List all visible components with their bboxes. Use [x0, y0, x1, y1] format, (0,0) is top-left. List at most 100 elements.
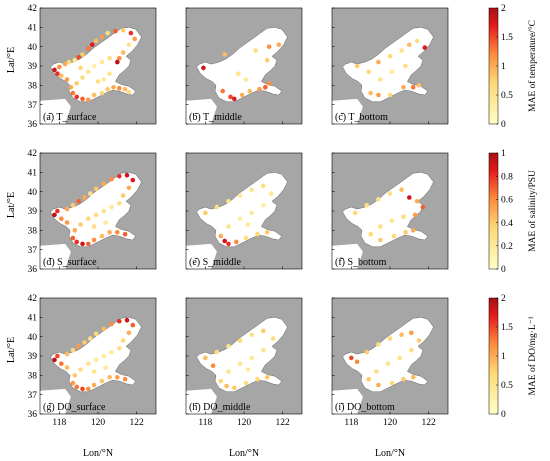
lat-tick-label: 36: [28, 265, 38, 275]
station-point: [109, 321, 114, 327]
lat-tick-label: 41: [28, 169, 38, 179]
station-point: [401, 376, 406, 382]
station-point: [72, 228, 78, 233]
station-point: [266, 44, 272, 49]
station-point: [264, 230, 270, 235]
colorbar-tick-label: 0: [501, 410, 506, 420]
station-point: [59, 73, 64, 78]
lat-tick-label: 36: [28, 410, 38, 420]
station-point: [276, 42, 282, 47]
station-point: [399, 187, 404, 192]
station-point: [86, 361, 91, 367]
station-point: [376, 382, 381, 388]
station-point: [109, 176, 114, 182]
station-point: [82, 340, 87, 345]
station-point: [403, 63, 408, 69]
colorbar-label: MAE of salinity/PSU: [527, 170, 538, 252]
station-point: [266, 81, 272, 86]
sea-area-south: [40, 98, 71, 124]
ylabel-row-2: Lat/°E: [6, 192, 17, 218]
station-point: [261, 183, 266, 189]
station-point: [366, 69, 372, 75]
station-point: [226, 199, 231, 204]
station-point: [422, 45, 428, 50]
station-point: [264, 57, 270, 63]
station-point: [247, 88, 253, 94]
station-point: [52, 212, 57, 218]
station-point: [88, 336, 93, 341]
station-point: [70, 380, 76, 386]
station-point: [245, 222, 251, 227]
station-point: [91, 224, 97, 229]
colorbar-tick-label: 2: [501, 4, 506, 14]
station-point: [366, 376, 372, 382]
station-point: [407, 42, 412, 47]
station-point: [107, 71, 112, 76]
station-point: [126, 185, 132, 191]
station-point: [70, 235, 76, 241]
station-point: [389, 218, 395, 223]
station-point: [124, 172, 130, 178]
station-point: [122, 376, 128, 382]
station-point: [64, 206, 70, 212]
station-point: [107, 230, 112, 235]
sea-area: [50, 27, 142, 103]
station-point: [64, 77, 70, 82]
station-point: [224, 383, 229, 389]
sea-area: [342, 172, 434, 248]
map-panel: (d) S_surface 42 41 40 39 38 37 36: [28, 149, 157, 275]
panel-label: (c) T_bottom: [335, 112, 388, 123]
station-point: [226, 224, 231, 229]
station-point: [264, 375, 270, 380]
station-point: [91, 63, 97, 69]
station-point: [410, 375, 416, 380]
lon-tick-label: 118: [198, 418, 212, 428]
station-point: [113, 28, 118, 34]
station-point: [226, 369, 231, 374]
panel-label: (i) DO_bottom: [335, 402, 395, 413]
colorbar: 0 0.5 1 1.5 2 MAE of temperature/°C: [488, 4, 538, 130]
station-point: [376, 59, 381, 65]
station-point: [52, 67, 57, 73]
station-point: [354, 359, 360, 365]
station-point: [261, 347, 266, 353]
station-point: [101, 353, 107, 359]
colorbar-tick-label: 1.5: [501, 33, 513, 43]
station-point: [243, 235, 249, 241]
station-point: [214, 204, 220, 210]
station-point: [107, 375, 112, 380]
station-point: [218, 378, 224, 384]
station-point: [55, 71, 60, 76]
colorbar-tick-label: 1: [501, 149, 506, 159]
station-point: [126, 330, 132, 336]
station-point: [401, 214, 406, 220]
station-point: [117, 56, 122, 61]
station-point: [122, 231, 128, 237]
lat-tick-label: 38: [28, 227, 38, 237]
lat-tick-label: 40: [28, 188, 38, 198]
panel-label: (b) T_middle: [189, 112, 242, 123]
colorbar-label: MAE of DO/mg·L⁻¹: [527, 316, 538, 395]
station-point: [76, 199, 81, 204]
station-point: [257, 86, 262, 92]
station-point: [201, 65, 206, 71]
lat-tick-label: 37: [28, 391, 38, 401]
colorbar-tick-label: 0.5: [501, 381, 513, 391]
station-point: [376, 197, 381, 202]
station-point: [101, 208, 107, 214]
sea-area-south: [332, 243, 363, 269]
station-point: [399, 48, 404, 53]
sea-area-south: [40, 243, 71, 269]
station-point: [76, 344, 81, 349]
lat-tick-label: 40: [28, 43, 38, 53]
station-point: [70, 347, 76, 353]
colorbar-tick-label: 0.6: [501, 196, 513, 206]
sea-area: [342, 317, 434, 393]
station-point: [117, 85, 122, 91]
station-point: [93, 212, 99, 218]
station-point: [86, 69, 91, 75]
station-point: [80, 96, 85, 102]
colorbar: 0 0.5 1 1.5 2 MAE of DO/mg·L⁻¹: [488, 294, 538, 420]
station-point: [120, 27, 126, 33]
